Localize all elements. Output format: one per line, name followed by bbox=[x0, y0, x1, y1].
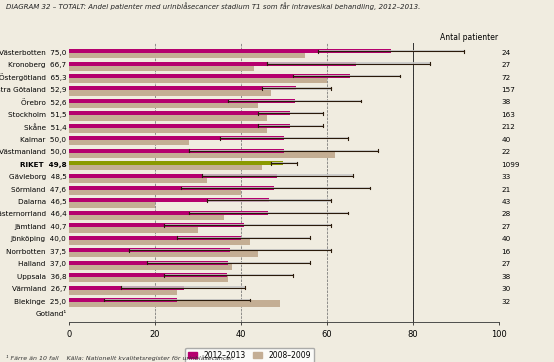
Bar bbox=[69, 298, 177, 302]
Text: DIAGRAM 32 – TOTALT: Andel patienter med urinblåsecancer stadium T1 som får intr: DIAGRAM 32 – TOTALT: Andel patienter med… bbox=[6, 3, 420, 10]
Bar bbox=[69, 74, 350, 78]
Bar bbox=[69, 188, 241, 195]
Bar bbox=[69, 176, 207, 183]
Bar bbox=[69, 223, 244, 227]
Bar bbox=[69, 201, 155, 208]
Bar bbox=[69, 64, 254, 71]
Bar bbox=[164, 224, 331, 227]
Bar bbox=[130, 249, 331, 251]
Bar bbox=[271, 162, 297, 164]
Bar bbox=[104, 299, 250, 301]
Bar bbox=[69, 211, 269, 215]
Bar bbox=[69, 164, 263, 171]
Bar bbox=[69, 226, 198, 233]
Legend: 2012–2013, 2008–2009: 2012–2013, 2008–2009 bbox=[185, 348, 314, 362]
Bar bbox=[69, 275, 228, 282]
Bar bbox=[258, 112, 322, 114]
Bar bbox=[121, 286, 245, 289]
Bar bbox=[69, 261, 228, 265]
Bar bbox=[69, 51, 305, 58]
Bar bbox=[69, 173, 278, 177]
Bar bbox=[69, 198, 269, 202]
Bar bbox=[69, 124, 290, 128]
Text: ¹ Färre än 10 fall    Källa: Nationellt kvalitetsregister för urinblåsecancer.: ¹ Färre än 10 fall Källa: Nationellt kva… bbox=[6, 355, 234, 361]
Bar bbox=[207, 199, 331, 202]
Bar bbox=[189, 212, 348, 214]
Bar bbox=[267, 63, 430, 65]
Bar bbox=[69, 151, 336, 158]
Bar bbox=[189, 150, 378, 152]
Bar bbox=[202, 174, 353, 177]
Bar bbox=[293, 75, 400, 77]
Bar bbox=[69, 236, 241, 240]
Bar bbox=[69, 99, 295, 103]
Bar bbox=[69, 286, 184, 290]
Bar bbox=[69, 248, 230, 252]
Bar bbox=[69, 87, 296, 90]
Bar bbox=[69, 126, 267, 133]
Bar bbox=[181, 187, 370, 189]
Bar bbox=[69, 213, 224, 220]
Bar bbox=[69, 300, 280, 307]
Bar bbox=[69, 161, 283, 165]
Bar bbox=[69, 273, 227, 277]
Bar bbox=[69, 251, 258, 257]
Bar bbox=[263, 87, 331, 89]
Bar bbox=[69, 263, 233, 270]
Bar bbox=[69, 186, 274, 190]
Bar bbox=[69, 136, 284, 140]
Bar bbox=[69, 111, 290, 115]
Bar bbox=[164, 274, 293, 276]
Bar bbox=[258, 125, 322, 127]
Bar bbox=[177, 237, 310, 239]
Bar bbox=[228, 100, 361, 102]
Bar bbox=[69, 139, 189, 146]
Bar bbox=[69, 114, 267, 121]
Bar bbox=[69, 288, 177, 295]
Bar bbox=[69, 76, 327, 83]
Bar bbox=[69, 101, 258, 108]
Bar bbox=[69, 89, 271, 96]
Bar bbox=[69, 238, 250, 245]
Bar bbox=[318, 50, 464, 52]
Bar bbox=[69, 62, 356, 66]
Bar bbox=[69, 149, 284, 153]
Bar bbox=[69, 49, 391, 53]
Bar bbox=[146, 262, 310, 264]
Bar bbox=[219, 137, 348, 139]
Text: Antal patienter: Antal patienter bbox=[440, 33, 499, 42]
